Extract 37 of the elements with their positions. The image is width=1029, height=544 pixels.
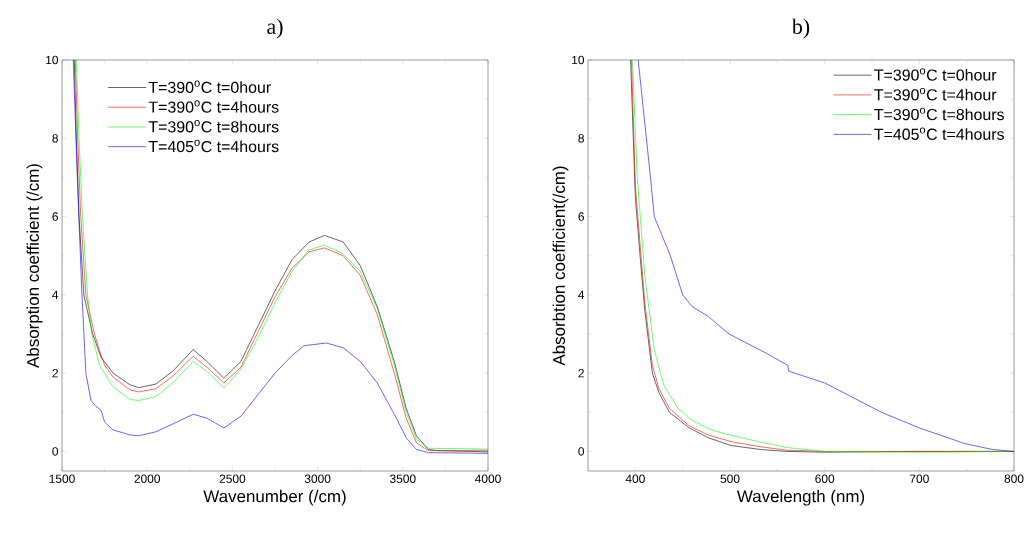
- x-tick-label: 400: [625, 474, 645, 483]
- y-tick-label: 0: [578, 447, 585, 456]
- y-tick-label: 4: [578, 290, 585, 299]
- x-tick-label: 500: [720, 474, 740, 483]
- y-tick-label: 2: [52, 368, 58, 378]
- y-tick-label: 8: [52, 134, 58, 143]
- x-tick-label: 3500: [389, 474, 416, 483]
- x-tick-label: 2000: [134, 474, 161, 483]
- y-tick-label: 8: [578, 134, 584, 143]
- x-axis-title: Wavelength (nm): [736, 489, 865, 506]
- y-tick-label: 6: [52, 212, 58, 221]
- legend-label: T=390$^{o}$C t=0hour: [148, 80, 271, 94]
- y-tick-label: 0: [52, 447, 59, 456]
- y-tick-label: 6: [578, 212, 584, 221]
- legend-label: T=405$^{o}$C t=4hours: [874, 127, 1004, 140]
- y-tick-label: 10: [46, 55, 59, 65]
- x-tick-label: 4000: [474, 474, 501, 483]
- x-tick-label: 600: [815, 474, 835, 483]
- legend-label: T=390$^{o}$C t=8hours: [148, 120, 279, 133]
- y-axis-title: Absorbtion coefficient(/cm): [552, 166, 569, 366]
- x-axis-title: Wavenumber (/cm): [203, 489, 346, 506]
- y-tick-label: 10: [572, 55, 585, 65]
- chart-title: a): [267, 18, 283, 39]
- x-tick-label: 700: [909, 474, 929, 483]
- x-tick-label: 800: [1004, 474, 1024, 483]
- legend-label: T=390$^{o}$C t=4hours: [148, 100, 279, 113]
- y-axis-title: Absorption coefficient (/cm): [26, 164, 43, 368]
- y-tick-label: 4: [52, 290, 59, 299]
- chart-title: b): [791, 18, 810, 39]
- legend-label: T=390$^{o}$C t=0hour: [874, 68, 997, 81]
- x-tick-label: 1500: [49, 474, 75, 483]
- legend-label: T=390$^{o}$C t=4hour: [874, 88, 997, 101]
- x-tick-label: 2500: [219, 474, 246, 483]
- x-tick-label: 3000: [304, 474, 331, 483]
- legend-label: T=405$^{o}$C t=4hours: [148, 139, 279, 153]
- legend-label: T=390$^{o}$C t=8hours: [874, 107, 1004, 121]
- y-tick-label: 2: [578, 368, 584, 378]
